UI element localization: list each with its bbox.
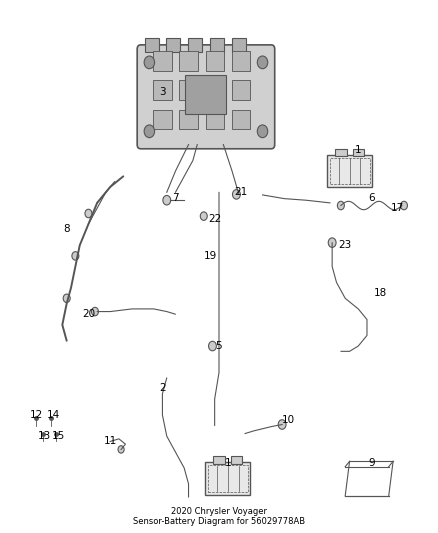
FancyBboxPatch shape bbox=[232, 38, 246, 52]
FancyBboxPatch shape bbox=[166, 38, 180, 52]
Text: 13: 13 bbox=[38, 431, 52, 441]
Circle shape bbox=[257, 125, 268, 138]
Text: 1: 1 bbox=[224, 458, 231, 467]
Circle shape bbox=[144, 125, 155, 138]
FancyBboxPatch shape bbox=[180, 51, 198, 71]
Text: 3: 3 bbox=[159, 86, 166, 96]
Text: 14: 14 bbox=[47, 410, 60, 420]
FancyBboxPatch shape bbox=[185, 75, 226, 114]
Circle shape bbox=[163, 196, 171, 205]
FancyBboxPatch shape bbox=[327, 155, 372, 188]
FancyBboxPatch shape bbox=[205, 462, 251, 495]
Text: 12: 12 bbox=[30, 410, 43, 420]
Text: 11: 11 bbox=[103, 437, 117, 447]
FancyBboxPatch shape bbox=[205, 110, 224, 129]
Circle shape bbox=[144, 56, 155, 69]
Circle shape bbox=[208, 341, 216, 351]
Text: 18: 18 bbox=[374, 288, 387, 298]
Text: 6: 6 bbox=[368, 192, 374, 203]
Circle shape bbox=[200, 212, 207, 220]
Text: 23: 23 bbox=[339, 240, 352, 251]
FancyBboxPatch shape bbox=[205, 80, 224, 100]
Circle shape bbox=[92, 308, 99, 316]
Text: 20: 20 bbox=[82, 309, 95, 319]
Text: 9: 9 bbox=[368, 458, 374, 467]
Text: 19: 19 bbox=[204, 251, 217, 261]
Text: 17: 17 bbox=[391, 203, 404, 213]
FancyBboxPatch shape bbox=[180, 80, 198, 100]
Text: 22: 22 bbox=[208, 214, 221, 224]
Circle shape bbox=[72, 252, 79, 260]
FancyBboxPatch shape bbox=[180, 110, 198, 129]
FancyBboxPatch shape bbox=[145, 38, 159, 52]
FancyBboxPatch shape bbox=[232, 80, 250, 100]
Circle shape bbox=[257, 56, 268, 69]
FancyBboxPatch shape bbox=[213, 456, 225, 464]
Text: 15: 15 bbox=[51, 431, 64, 441]
FancyBboxPatch shape bbox=[205, 51, 224, 71]
Circle shape bbox=[63, 294, 70, 303]
Text: 2: 2 bbox=[159, 383, 166, 393]
Text: 1: 1 bbox=[355, 145, 362, 155]
FancyBboxPatch shape bbox=[210, 38, 224, 52]
Text: 2020 Chrysler Voyager
Sensor-Battery Diagram for 56029778AB: 2020 Chrysler Voyager Sensor-Battery Dia… bbox=[133, 507, 305, 526]
Circle shape bbox=[328, 238, 336, 247]
FancyBboxPatch shape bbox=[153, 80, 172, 100]
Text: 10: 10 bbox=[282, 415, 295, 425]
Circle shape bbox=[85, 209, 92, 217]
Text: 8: 8 bbox=[64, 224, 70, 235]
Circle shape bbox=[400, 201, 407, 210]
FancyBboxPatch shape bbox=[232, 51, 250, 71]
Text: 21: 21 bbox=[234, 187, 247, 197]
Circle shape bbox=[233, 190, 240, 199]
Text: 5: 5 bbox=[215, 341, 223, 351]
FancyBboxPatch shape bbox=[232, 110, 250, 129]
Circle shape bbox=[118, 446, 124, 453]
FancyBboxPatch shape bbox=[137, 45, 275, 149]
FancyBboxPatch shape bbox=[353, 149, 364, 156]
FancyBboxPatch shape bbox=[153, 51, 172, 71]
Circle shape bbox=[337, 201, 344, 210]
FancyBboxPatch shape bbox=[335, 149, 346, 156]
Text: 7: 7 bbox=[172, 192, 179, 203]
FancyBboxPatch shape bbox=[153, 110, 172, 129]
Circle shape bbox=[278, 419, 286, 429]
FancyBboxPatch shape bbox=[188, 38, 202, 52]
FancyBboxPatch shape bbox=[231, 456, 242, 464]
